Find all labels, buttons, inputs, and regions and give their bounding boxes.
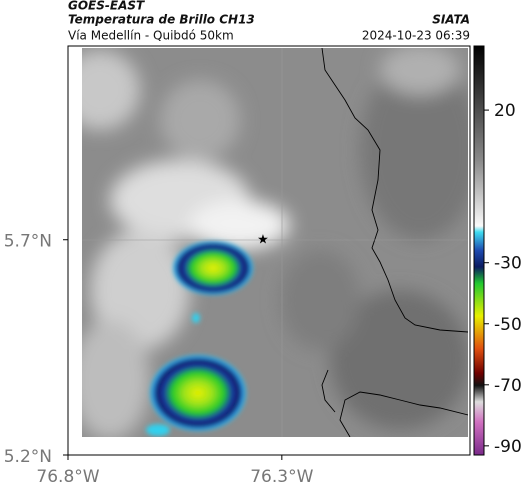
- timestamp: 2024-10-23 06:39: [362, 29, 470, 43]
- city-marker: ★: [257, 233, 269, 248]
- colorbar-tick-label: 20: [494, 101, 516, 121]
- colorbar-tick-label: -70: [494, 376, 522, 396]
- colorbar-tick-label: -50: [494, 315, 522, 335]
- colorbar-tick-label: -30: [494, 254, 522, 274]
- colorbar: [473, 45, 485, 456]
- x-tick-label: 76.3°W: [250, 467, 313, 487]
- x-tick-label: 76.8°W: [36, 467, 99, 487]
- map-frame: [67, 45, 471, 456]
- region: Vía Medellín - Quibdó 50km: [68, 29, 234, 43]
- colorbar-tick-label: -90: [494, 437, 522, 457]
- source: SIATA: [432, 13, 470, 27]
- brightness-image: [82, 48, 468, 437]
- satellite: GOES-EAST: [68, 0, 145, 13]
- product: Temperatura de Brillo CH13: [68, 13, 255, 27]
- y-tick-label: 5.7°N: [4, 232, 52, 252]
- y-tick-label: 5.2°N: [4, 447, 52, 467]
